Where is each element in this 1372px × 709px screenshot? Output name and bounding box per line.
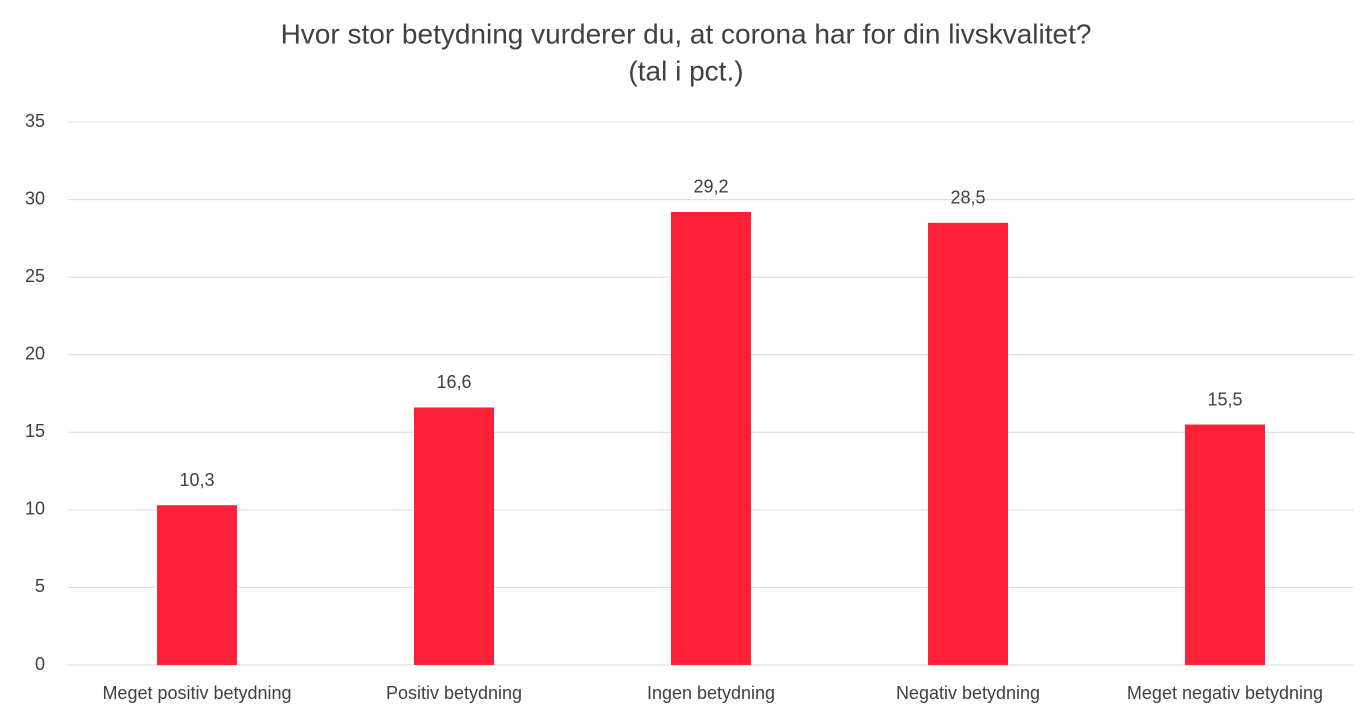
y-tick-label: 20 (25, 343, 45, 363)
x-tick-label: Meget negativ betydning (1127, 683, 1323, 703)
y-tick-label: 30 (25, 188, 45, 208)
y-tick-label: 35 (25, 111, 45, 131)
y-tick-label: 0 (35, 654, 45, 674)
y-tick-label: 15 (25, 421, 45, 441)
x-tick-label: Meget positiv betydning (102, 683, 291, 703)
x-tick-label: Ingen betydning (647, 683, 775, 703)
x-tick-label: Negativ betydning (896, 683, 1040, 703)
y-tick-label: 25 (25, 266, 45, 286)
y-tick-label: 5 (35, 576, 45, 596)
value-label: 15,5 (1207, 389, 1242, 409)
chart-subtitle: (tal i pct.) (628, 55, 743, 86)
value-label: 10,3 (179, 470, 214, 490)
value-label: 16,6 (436, 372, 471, 392)
value-label: 28,5 (950, 188, 985, 208)
x-tick-label: Positiv betydning (386, 683, 522, 703)
bar (928, 222, 1008, 666)
bar (414, 407, 494, 665)
y-tick-label: 10 (25, 499, 45, 519)
chart-title: Hvor stor betydning vurderer du, at coro… (281, 18, 1092, 49)
bar (157, 505, 237, 665)
bar (1185, 424, 1265, 665)
bar (671, 211, 751, 666)
value-label: 29,2 (693, 177, 728, 197)
